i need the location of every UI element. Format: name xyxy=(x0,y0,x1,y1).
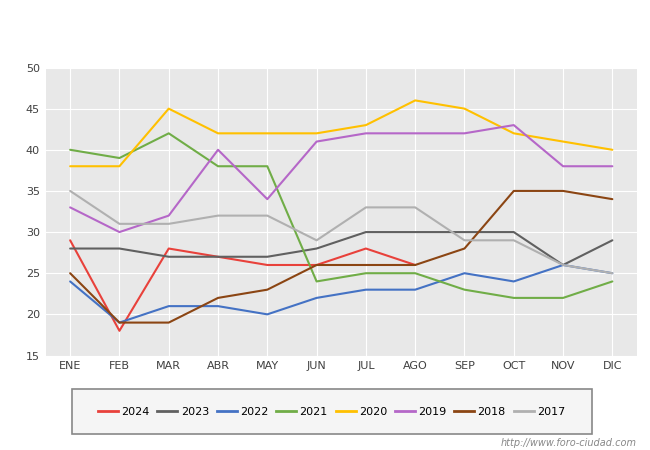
Text: http://www.foro-ciudad.com: http://www.foro-ciudad.com xyxy=(501,438,637,448)
Text: Afiliados en Alicún a 31/8/2024: Afiliados en Alicún a 31/8/2024 xyxy=(185,16,465,34)
FancyBboxPatch shape xyxy=(72,389,592,434)
Legend: 2024, 2023, 2022, 2021, 2020, 2019, 2018, 2017: 2024, 2023, 2022, 2021, 2020, 2019, 2018… xyxy=(94,402,569,421)
